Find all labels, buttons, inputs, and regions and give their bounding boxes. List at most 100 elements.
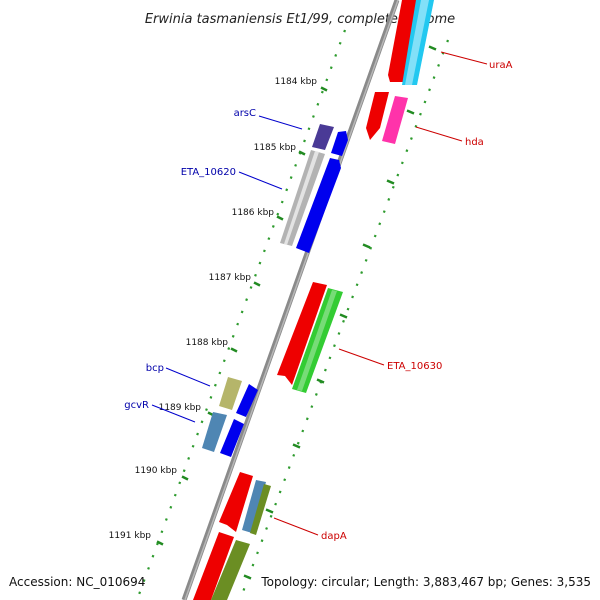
- gc-dot: [334, 54, 338, 57]
- gc-skew-dot: [256, 551, 259, 555]
- gene-dapA-olive-2[interactable]: [211, 540, 250, 600]
- gc-dot: [178, 481, 182, 485]
- skew-tick: [428, 45, 437, 51]
- gc-skew-dot: [414, 124, 418, 128]
- gc-skew-dot: [351, 295, 354, 299]
- gc-dot: [231, 334, 235, 338]
- gc-dot: [262, 249, 266, 253]
- gc-dot: [160, 530, 164, 534]
- gc-dot: [249, 286, 253, 289]
- tick-label: 1187 kbp: [209, 273, 252, 283]
- tick-label: 1186 kbp: [232, 208, 275, 218]
- arsC-connector: [258, 115, 303, 130]
- ruler-tick: [276, 215, 284, 221]
- gc-skew-dot: [373, 234, 377, 238]
- gene-arsC-blue[interactable]: [331, 131, 348, 156]
- gc-dot: [312, 115, 315, 118]
- gene-label-uraA[interactable]: uraA: [489, 60, 513, 71]
- gc-skew-dot: [337, 332, 341, 335]
- gc-dot: [191, 444, 195, 448]
- gene-hda-magenta[interactable]: [382, 96, 408, 144]
- gc-skew-dot: [382, 210, 386, 214]
- gene-gcvR-blue[interactable]: [220, 419, 244, 457]
- gc-skew-dot: [301, 429, 305, 433]
- gene-label-arsC[interactable]: arsC: [234, 108, 256, 119]
- gene-dapA-red[interactable]: [219, 472, 253, 532]
- gc-skew-dot: [419, 112, 422, 116]
- gc-skew-dot: [251, 563, 255, 567]
- gc-dot: [169, 505, 173, 509]
- gc-dot: [182, 469, 186, 473]
- gc-skew-dot: [437, 63, 440, 67]
- gc-skew-dot: [396, 173, 400, 177]
- gc-dot: [343, 29, 347, 33]
- gc-skew-dot: [432, 76, 436, 80]
- ETA_10620-connector: [238, 171, 283, 190]
- map-title: Erwinia tasmaniensis Et1/99, complete ge…: [145, 12, 455, 27]
- ETA_10630-connector: [338, 348, 385, 366]
- gene-uraA-red[interactable]: [388, 0, 420, 82]
- gene-label-gcvR[interactable]: gcvR: [124, 400, 149, 411]
- gene-label-ETA_10630[interactable]: ETA_10630: [387, 361, 442, 372]
- gene-bcp-khaki[interactable]: [219, 377, 242, 410]
- gene-dapA-red-2[interactable]: [193, 532, 234, 600]
- gc-skew-dot: [360, 271, 364, 274]
- gene-gcvR-steel[interactable]: [202, 412, 227, 452]
- ruler-tick: [320, 86, 328, 92]
- gc-skew-dot: [310, 405, 314, 409]
- gene-label-hda[interactable]: hda: [465, 137, 484, 148]
- tick-label: 1184 kbp: [275, 77, 318, 87]
- gc-dot: [213, 383, 217, 387]
- gene-arsC-purple[interactable]: [312, 124, 334, 150]
- gene-hda-red[interactable]: [366, 92, 389, 140]
- topology-text: Topology: circular; Length: 3,883,467 bp…: [260, 575, 591, 589]
- gene-label-dapA[interactable]: dapA: [321, 531, 347, 542]
- gene-ETA_10620-grey-highlight: [284, 151, 319, 245]
- gc-skew-dot: [409, 137, 413, 140]
- gc-skew-dot: [405, 149, 409, 153]
- gene-ETA_10630-red[interactable]: [277, 282, 327, 385]
- skew-tick: [386, 179, 395, 185]
- gc-dot: [289, 176, 293, 179]
- gc-dot-tracks: [138, 29, 450, 595]
- gc-skew-dot: [391, 185, 395, 189]
- gc-skew-dot: [446, 39, 450, 43]
- skew-tick: [362, 243, 371, 249]
- skew-tick: [243, 574, 252, 580]
- gc-skew-dot: [269, 514, 273, 518]
- gc-skew-dot: [346, 307, 350, 311]
- gc-dot: [285, 188, 289, 192]
- gene-ETA_10620-blue[interactable]: [296, 158, 341, 253]
- gene-dapA-blue[interactable]: [242, 480, 266, 533]
- gc-dot: [254, 273, 257, 277]
- gcvR-connector: [151, 404, 196, 423]
- gc-dot: [303, 139, 306, 143]
- skew-tick: [339, 313, 348, 319]
- gene-dapA-olive[interactable]: [250, 484, 271, 535]
- gc-skew-dot: [260, 539, 264, 543]
- gc-dot: [307, 127, 311, 131]
- gc-dot: [173, 493, 177, 497]
- ruler-tick: [253, 281, 261, 287]
- gc-dot: [329, 66, 333, 70]
- skew-tick: [406, 109, 415, 115]
- gc-dot: [196, 432, 199, 436]
- gc-skew-dot: [274, 502, 278, 506]
- gc-dot: [151, 554, 155, 558]
- gene-label-bcp[interactable]: bcp: [146, 363, 164, 374]
- gc-dot: [280, 200, 284, 204]
- uraA-connector: [440, 51, 488, 65]
- gc-dot: [222, 359, 226, 363]
- gc-dot: [147, 566, 150, 570]
- reverse-strand-track: [202, 124, 348, 457]
- gene-bcp-blue[interactable]: [236, 384, 258, 417]
- gc-dot: [156, 542, 159, 546]
- gene-label-ETA_10620[interactable]: ETA_10620: [181, 167, 236, 178]
- gc-dot: [294, 163, 298, 167]
- genome-backbone-highlight: [184, 0, 399, 600]
- gc-dot: [325, 78, 329, 82]
- gc-skew-dot: [292, 453, 296, 457]
- genome-backbone: [181, 0, 400, 600]
- gc-skew-dot: [314, 393, 318, 396]
